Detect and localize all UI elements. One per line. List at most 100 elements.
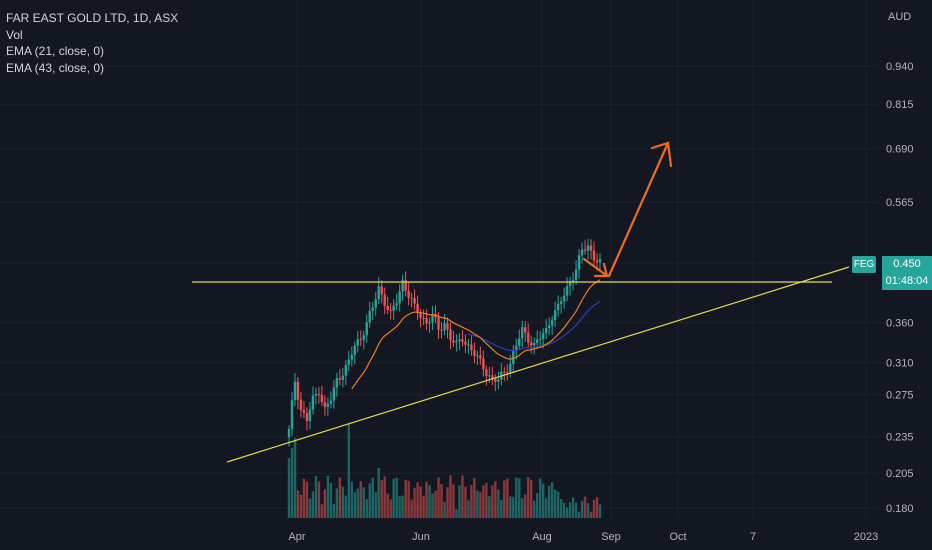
candle-body [413,298,416,304]
volume-bar [512,496,515,518]
price-tick-label: 0.310 [886,358,914,370]
price-tick-label: 0.275 [886,390,914,402]
candle-body [401,280,404,292]
volume-bar [443,501,446,518]
legend-ema-21[interactable]: EMA (21, close, 0) [6,44,105,58]
volume-bar [494,481,497,518]
volume-bar [470,485,473,518]
time-axis[interactable]: Apr Jun Aug Sep Oct 7 2023 [288,531,878,543]
volume-bar [362,487,365,518]
volume-bar [500,499,503,518]
volume-bar [377,468,380,518]
candle-body [359,339,362,341]
candle-body [431,314,434,323]
volume-bar [425,481,428,518]
volume-bar [335,488,339,518]
candle-body [544,327,548,334]
symbol-title[interactable]: FAR EAST GOLD LTD, 1D, ASX [6,11,179,25]
volume-bar [446,487,449,518]
candle-body [410,297,413,299]
candle-body [395,303,398,306]
breakout-arrow[interactable] [607,141,673,278]
price-tick-label: 0.235 [886,432,914,444]
volume-bar [482,485,485,518]
candle-body [365,322,368,336]
candle-body [368,310,371,323]
candle-body [553,310,557,321]
volume-bar [509,496,512,518]
volume-bar [595,497,599,518]
volume-bar [410,499,413,518]
volume-bar [452,484,455,518]
volume-bar [449,475,452,518]
volume-bar [305,481,309,518]
candle-body [311,395,315,410]
volume-bar [431,493,434,518]
candle-body [574,269,578,280]
volume-bar [308,498,312,518]
candle-body [314,393,318,396]
candle-body [485,369,488,376]
volume-bar [527,477,530,518]
volume-bar [380,479,383,518]
currency-label: AUD [888,11,911,23]
volume-bar [365,499,368,518]
volume-bar [314,475,318,518]
last-price: 0.450 [893,258,921,270]
candle-body [425,318,428,324]
candle-body [341,375,345,380]
candle-body [374,299,377,308]
volume-bar [562,502,566,518]
candle-body [583,249,587,251]
candle-body [440,329,443,331]
time-tick-label: 7 [750,531,756,543]
volume-bar [401,495,404,518]
volume-bar [383,476,386,518]
volume-bar [413,487,416,518]
candle-body [437,317,440,330]
volume-bar [547,485,551,518]
candle-body [338,378,342,380]
volume-bar [488,496,491,518]
candle-body [335,378,339,388]
volume-bar [538,478,542,518]
volume-bar [368,483,371,518]
candle-body [503,371,506,373]
candle-body [389,309,392,311]
volume-bar [329,483,333,518]
volume-bar [455,509,458,518]
candle-body [323,401,327,407]
candle-body [467,344,470,346]
last-price-tag: 0.450 01:48:04 [882,256,932,290]
candle-body [518,338,521,346]
candle-body [458,339,461,342]
candle-body [320,394,324,402]
volume-bars [287,423,602,518]
price-tick-label: 0.815 [886,99,914,111]
volume-bar [568,502,572,518]
time-tick-label: Oct [669,531,686,543]
candle-body [515,345,518,352]
candle-body [577,255,581,270]
volume-bar [491,485,494,518]
price-axis[interactable]: 0.940 0.815 0.690 0.565 0.360 0.310 0.275 0.235… [886,61,914,515]
volume-bar [320,504,324,518]
candle-body [589,245,593,251]
legend-ema-43[interactable]: EMA (43, close, 0) [6,60,105,75]
candle-body [362,335,365,340]
bar-countdown: 01:48:04 [885,275,929,287]
candle-body [419,312,422,318]
legend-vol[interactable]: Vol [6,27,23,42]
volume-bar [350,481,353,518]
volume-bar [326,475,330,518]
candle-body [416,303,419,313]
support-trendline[interactable] [226,266,850,463]
candle-body [488,375,491,377]
pullback-arrow[interactable] [582,257,609,278]
candle-body [290,400,294,429]
volume-bar [398,495,401,518]
candle-body [371,307,374,311]
candle-body [461,339,464,342]
candle-body [380,286,383,295]
